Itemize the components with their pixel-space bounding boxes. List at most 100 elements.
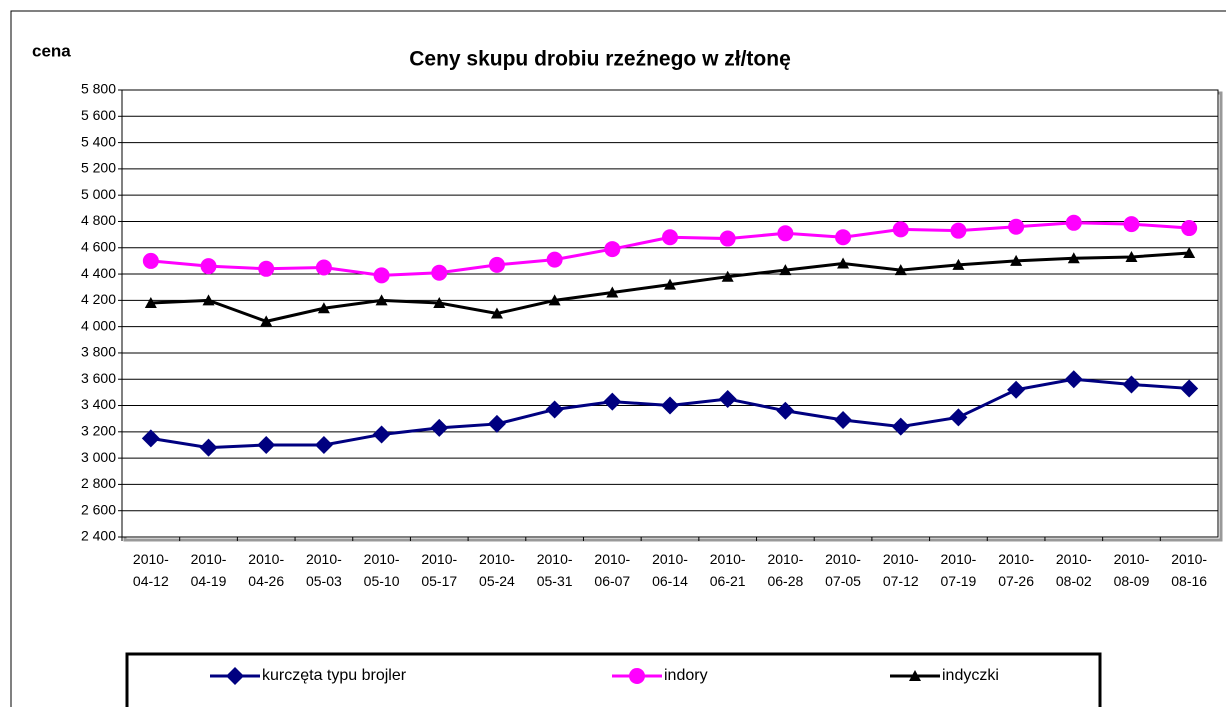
y-tick-label: 3 400 [81,396,116,412]
marker [142,252,159,269]
marker [950,222,967,239]
x-tick-label: 2010-08-09 [1113,551,1150,589]
marker [777,225,794,242]
marker [721,270,734,282]
marker [314,435,333,454]
marker [1065,214,1082,231]
marker [662,229,678,246]
y-tick-label: 5 400 [81,133,116,149]
marker [490,307,503,319]
legend-label: indory [664,667,708,684]
marker [834,410,853,429]
x-tick-label: 2010-06-14 [652,551,688,589]
marker [545,400,564,419]
marker [603,392,622,411]
plot-area [121,89,1219,538]
marker [1008,218,1025,235]
marker [372,425,391,444]
marker [199,438,218,457]
x-tick-label: 2010-04-26 [248,551,285,589]
y-tick-label: 4 400 [81,265,116,281]
legend-marker [226,667,244,685]
y-tick-label: 5 200 [81,160,116,176]
marker [1064,370,1083,389]
x-tick-label: 2010-04-19 [190,551,227,589]
marker [315,259,332,276]
marker [1007,380,1026,399]
marker [1067,252,1080,264]
chart-title: Ceny skupu drobiu rzeźnego w zł/tonę [409,48,791,71]
marker [317,302,330,314]
legend-marker [629,668,645,684]
y-tick-label: 3 600 [81,370,116,386]
x-tick-label: 2010-05-10 [363,551,400,589]
y-tick-label: 3 000 [81,449,116,465]
marker [1125,250,1138,262]
chart-frame [10,10,1226,707]
x-tick-label: 2010-05-31 [536,551,573,589]
marker [779,264,792,276]
marker [604,241,621,258]
legend-box [125,652,1102,707]
marker [488,256,505,273]
marker [1010,254,1023,266]
x-tick-label: 2010-08-02 [1055,551,1092,589]
y-tick-label: 4 600 [81,238,116,254]
y-axis-label: cena [32,41,71,60]
marker [1183,247,1196,259]
marker [718,389,737,408]
x-tick-label: 2010-05-03 [305,551,342,589]
marker [375,294,388,306]
marker [202,294,215,306]
marker [776,401,795,420]
marker [257,435,276,454]
y-tick-label: 2 800 [81,475,116,491]
x-tick-label: 2010-06-21 [709,551,746,589]
marker [837,257,850,269]
marker [1122,375,1141,394]
y-tick-label: 5 800 [81,81,116,97]
y-tick-label: 2 400 [81,528,116,544]
y-tick-label: 3 800 [81,344,116,360]
legend-label: kurczęta typu brojler [262,667,407,684]
x-tick-label: 2010-05-17 [421,551,458,589]
x-tick-label: 2010-07-12 [882,551,919,589]
marker [487,414,506,433]
marker [894,264,907,276]
marker [431,264,448,281]
y-tick-label: 3 200 [81,423,116,439]
marker [258,260,275,277]
marker [373,267,390,284]
x-tick-label: 2010-05-24 [479,551,515,589]
marker [144,296,157,308]
legend-marker [909,670,921,681]
marker [1123,216,1140,233]
marker [1181,220,1198,237]
marker [835,229,852,246]
legend-label: indyczki [942,667,999,684]
marker [200,258,217,275]
marker [606,286,619,298]
marker [260,315,273,327]
marker [548,294,561,306]
y-tick-label: 4 800 [81,212,116,228]
y-tick-label: 5 000 [81,186,116,202]
y-tick-label: 4 000 [81,317,116,333]
marker [952,258,965,270]
y-tick-label: 4 200 [81,291,116,307]
x-tick-label: 2010-06-28 [767,551,804,589]
marker [1180,379,1199,398]
marker [719,230,736,247]
marker [892,221,909,238]
x-tick-label: 2010-07-19 [940,551,977,589]
marker [430,418,449,437]
x-tick-label: 2010-07-26 [998,551,1034,589]
x-tick-label: 2010-07-05 [825,551,861,589]
x-tick-label: 2010-04-12 [132,551,169,589]
x-tick-label: 2010-06-07 [594,551,631,589]
marker [141,429,160,448]
marker [661,396,679,415]
x-tick-label: 2010-08-16 [1171,551,1208,589]
